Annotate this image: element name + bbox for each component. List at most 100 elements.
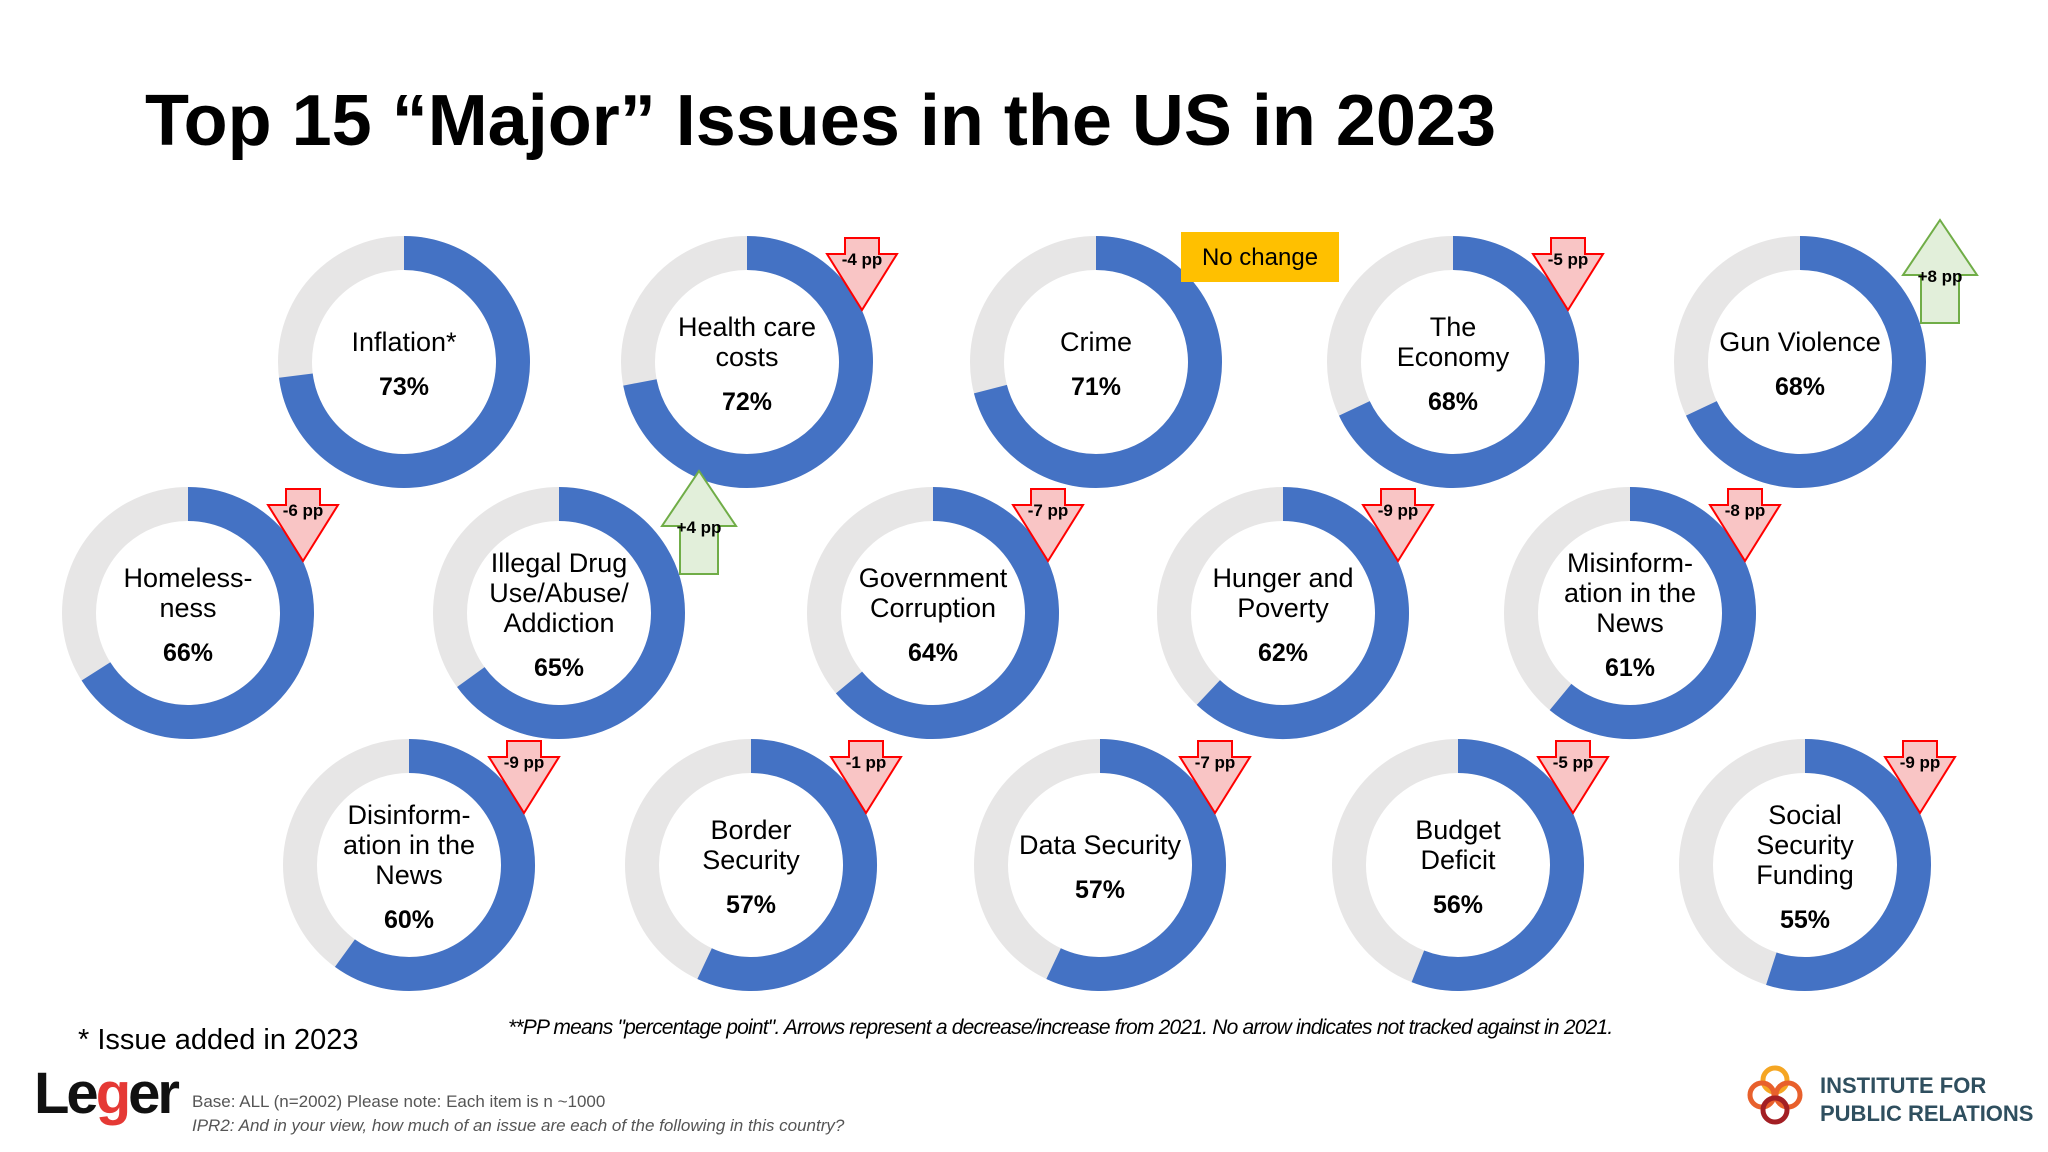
donut-value-arc [1549,487,1756,739]
change-label: -9 pp [1378,501,1419,520]
donut-label: ness [159,593,216,623]
donut-label: Addiction [503,608,614,638]
donut-label: Government [859,563,1008,593]
donut-value-arc [623,236,873,488]
no-change-badge [1181,232,1339,282]
donut-value: 68% [1775,373,1825,401]
donut-value: 72% [722,388,772,416]
donut-label: ation in the [1564,578,1696,608]
donut-label: Inflation* [351,327,457,357]
donut-value: 62% [1258,639,1308,667]
arrow-down-icon [1531,237,1605,312]
donut-label: The [1430,312,1477,342]
pp-note: **PP means "percentage point". Arrows re… [508,1016,1613,1039]
donut-value: 55% [1780,906,1830,934]
donut-label: Economy [1397,342,1510,372]
change-label: -5 pp [1553,753,1594,772]
arrow-up-icon [660,469,738,575]
donut-value: 60% [384,906,434,934]
ipr-logo-icon [1747,1065,1803,1125]
question-text: IPR2: And in your view, how much of an i… [192,1116,845,1135]
donut-value: 64% [908,639,958,667]
arrow-down-icon [1178,740,1252,815]
donut-value-arc [1686,236,1926,488]
donut-label: Illegal Drug [491,548,628,578]
donut-value: 61% [1605,654,1655,682]
change-label: -7 pp [1195,753,1236,772]
donut-label: Gun Violence [1719,327,1881,357]
donut-value: 66% [163,639,213,667]
arrow-down-icon [1883,740,1957,815]
arrow-down-icon [1011,488,1085,563]
donut-value-arc [697,739,877,991]
donut-label: Corruption [870,593,996,623]
donut-value-arc [1196,487,1409,739]
change-label: -8 pp [1725,501,1766,520]
donut-value: 65% [534,654,584,682]
arrow-down-icon [829,740,903,815]
base-text: Base: ALL (n=2002) Please note: Each ite… [192,1092,606,1111]
donut-item: Inflation* 73% [278,236,530,488]
donut-value: 71% [1071,373,1121,401]
donut-label: Security [1756,830,1854,860]
donut-value-arc [457,487,685,739]
change-label: +4 pp [677,518,722,537]
arrow-up-icon [1901,218,1979,324]
donut-value: 68% [1428,388,1478,416]
donut-label: News [375,860,443,890]
donut-label: Homeless- [123,563,252,593]
donut-value-arc [973,236,1222,488]
donut-value: 73% [379,373,429,401]
change-label: -6 pp [283,501,324,520]
donut-label: Security [702,845,800,875]
donut-label: Health care [678,312,816,342]
arrow-down-icon [266,488,340,563]
change-label: -7 pp [1028,501,1069,520]
arrow-down-icon [1536,740,1610,815]
donut-label: Crime [1060,327,1132,357]
donut-value-arc [1766,739,1931,991]
donut-item: Gun Violence 68% +8 pp [1674,218,1979,488]
donut-label: Use/Abuse/ [489,578,629,608]
arrow-down-icon [487,740,561,815]
arrow-down-icon [1708,488,1782,563]
arrow-down-icon [825,237,899,312]
change-label: -9 pp [1900,753,1941,772]
ipr-logo-text: INSTITUTE FOR PUBLIC RELATIONS [1820,1073,2034,1126]
donut-value: 57% [726,891,776,919]
donut-label: Poverty [1237,593,1329,623]
donut-label: Hunger and [1212,563,1353,593]
donut-value-arc [1411,739,1584,991]
donut-label: costs [715,342,778,372]
donut-label: ation in the [343,830,475,860]
change-label: -4 pp [842,250,883,269]
footnote-added: * Issue added in 2023 [78,1024,359,1056]
leger-logo: Leger [34,1061,180,1126]
change-label: -9 pp [504,753,545,772]
change-label: No change [1202,244,1318,271]
page-title: Top 15 “Major” Issues in the US in 2023 [145,81,1497,161]
donut-label: Disinform- [347,800,470,830]
donut-value-arc [334,739,535,991]
donut-value-arc [835,487,1059,739]
donut-item: Homeless-ness 66% -6 pp [62,487,340,739]
donut-item: Crime 71% No change [970,232,1339,488]
change-label: -5 pp [1548,250,1589,269]
donut-value: 56% [1433,891,1483,919]
donut-label: Social [1768,800,1842,830]
donut-label: Data Security [1019,830,1182,860]
arrow-down-icon [1361,488,1435,563]
donut-value-arc [278,236,530,488]
donut-label: Funding [1756,860,1854,890]
donut-label: Border [710,815,791,845]
